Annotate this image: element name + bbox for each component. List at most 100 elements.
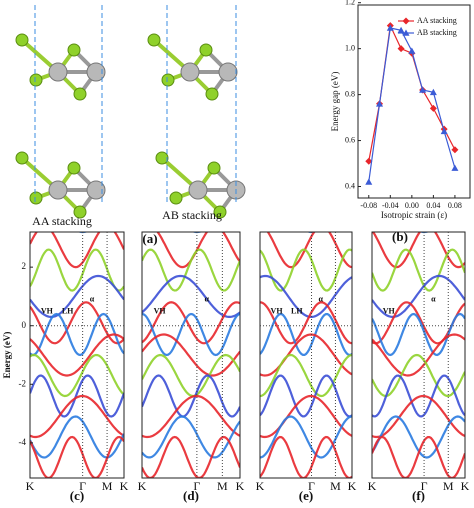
panel-caption: (c) <box>70 488 84 503</box>
band-curve <box>372 374 465 418</box>
data-point <box>408 47 416 54</box>
plot-frame <box>141 231 241 479</box>
band-curve <box>142 415 240 459</box>
data-point <box>386 24 394 31</box>
x-tick-label: 0.08 <box>448 201 462 210</box>
x-tick-label: K <box>138 479 147 493</box>
panel-caption: (b) <box>392 229 408 244</box>
y-tick-label: -2 <box>19 378 27 388</box>
annotation: VH <box>383 307 396 316</box>
x-tick-label: K <box>236 479 245 493</box>
band-curve <box>260 374 352 418</box>
data-point <box>397 26 405 34</box>
band-curve <box>372 232 465 269</box>
band-curve <box>372 353 465 398</box>
band-curve <box>260 274 352 318</box>
x-tick-label: 0.00 <box>405 201 419 210</box>
band-curve <box>260 415 352 459</box>
band-curve <box>142 353 240 398</box>
band-curves <box>30 232 124 478</box>
data-point <box>440 127 448 135</box>
structure-aa <box>14 5 107 220</box>
x-tick-label: K <box>368 479 377 493</box>
plot-frame <box>259 231 353 479</box>
legend-label: AA stacking <box>417 16 457 25</box>
band-curve <box>30 312 124 357</box>
band-curve <box>372 436 465 478</box>
band-curve <box>142 435 240 478</box>
data-point <box>365 178 373 185</box>
x-tick-label: M <box>330 479 341 493</box>
annotation: VH <box>271 307 284 316</box>
band-curve <box>372 274 465 318</box>
band-curve <box>260 435 352 478</box>
y-tick-label: 1.2 <box>345 0 355 7</box>
annotation: LH <box>291 307 303 316</box>
x-tick-label: Γ <box>421 479 428 493</box>
x-tick-label: M <box>443 479 454 493</box>
band-curve <box>266 232 352 269</box>
band-curve <box>30 333 124 377</box>
annotation: α <box>90 295 95 304</box>
x-axis-label: Isotropic strain (ε) <box>381 210 447 220</box>
data-point <box>419 86 427 93</box>
x-tick-label: K <box>256 479 265 493</box>
annotation: VH <box>41 307 54 316</box>
legend-label: AB stacking <box>417 28 457 37</box>
structure-ab <box>146 5 247 220</box>
band-curve <box>306 232 317 234</box>
y-tick-label: 0 <box>22 320 27 330</box>
band-curves <box>260 232 352 478</box>
x-tick-label: K <box>26 479 35 493</box>
panel-caption: (a) <box>142 231 157 246</box>
data-point <box>365 157 373 165</box>
band-curve <box>142 312 240 357</box>
band-curve <box>142 333 240 377</box>
x-tick-label: M <box>217 479 228 493</box>
legend-marker <box>402 17 410 25</box>
x-tick-label: M <box>102 479 113 493</box>
data-point <box>376 100 384 107</box>
structure-label: AA stacking <box>32 214 92 228</box>
band-curve <box>30 353 124 398</box>
band-curve <box>30 374 124 418</box>
y-tick-label: 0.8 <box>345 89 355 98</box>
band-curve <box>30 232 124 269</box>
y-axis-label: Energy (eV) <box>2 332 12 379</box>
data-point <box>397 45 405 53</box>
band-curve <box>260 394 352 439</box>
x-tick-label: 0.04 <box>426 201 440 210</box>
band-curve <box>372 248 465 292</box>
band-panel: K Γ M KVH LHα(e) <box>256 231 357 503</box>
band-curve <box>260 333 352 377</box>
x-tick-label: -0.08 <box>360 201 377 210</box>
x-tick-label: Γ <box>79 479 86 493</box>
band-curve <box>260 248 352 292</box>
band-curve <box>30 394 124 439</box>
y-tick-label: 2 <box>22 261 27 271</box>
y-tick-label: 0.6 <box>345 135 355 144</box>
data-line <box>368 23 456 162</box>
annotation: LH <box>62 307 74 316</box>
plot-frame <box>357 4 471 199</box>
panel-caption: (d) <box>183 488 199 503</box>
annotation: α <box>431 295 436 304</box>
data-point <box>429 88 437 96</box>
band-curve <box>372 333 465 377</box>
band-curve <box>142 301 240 345</box>
structure-label: AB stacking <box>162 208 222 222</box>
band-curve <box>30 248 124 292</box>
data-point <box>451 146 459 154</box>
plot-frame <box>371 231 466 479</box>
data-point <box>429 104 437 112</box>
annotation: α <box>204 295 209 304</box>
x-tick-label: Γ <box>308 479 315 493</box>
band-curves <box>372 232 465 478</box>
panel-caption: (e) <box>299 488 313 503</box>
plot-frame <box>29 231 125 479</box>
band-curve <box>30 435 124 478</box>
band-curve <box>142 374 240 418</box>
